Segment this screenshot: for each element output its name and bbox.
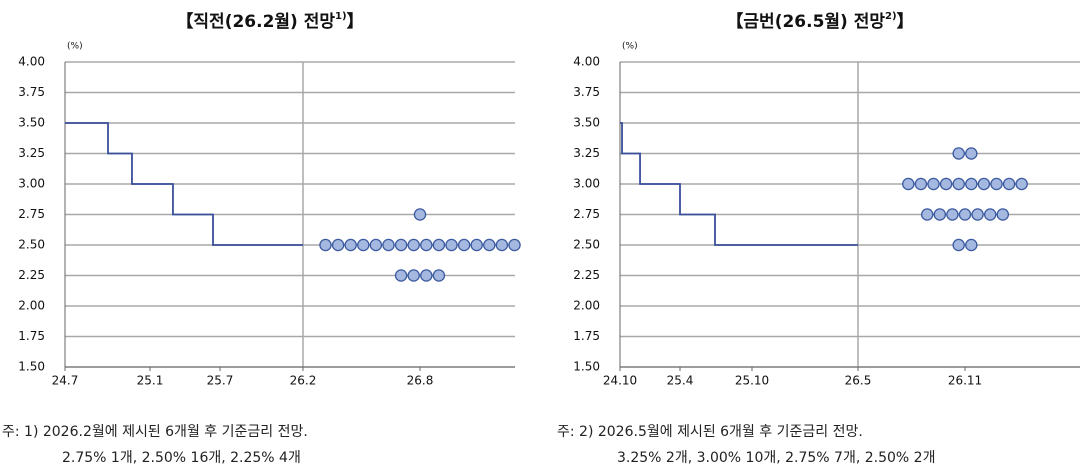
x-tick-label: 26.5 [845, 374, 872, 388]
dot [971, 208, 984, 221]
dot [369, 238, 383, 252]
y-tick-label: 2.00 [573, 299, 600, 313]
dot [946, 208, 959, 221]
dot [407, 269, 420, 282]
y-tick-label: 3.50 [573, 116, 600, 130]
dot [508, 238, 521, 252]
dot [952, 147, 965, 160]
dot [394, 269, 408, 282]
y-unit: (%) [67, 42, 83, 52]
dot [933, 208, 947, 221]
title-part: 】 [897, 11, 914, 32]
x-tick-label: 25.4 [667, 374, 694, 388]
title-part: 【직전(26.2월) 전망 [176, 11, 335, 32]
dot [357, 238, 370, 252]
title-superscript: 2) [885, 11, 897, 22]
dot [914, 177, 928, 191]
dot [382, 238, 395, 252]
dot [483, 238, 496, 252]
y-tick-label: 2.00 [18, 299, 45, 313]
dot [457, 238, 471, 252]
y-tick-label: 1.50 [18, 360, 45, 374]
policy-rate-line [620, 122, 858, 246]
x-tick-label: 25.1 [137, 374, 164, 388]
dot [1002, 177, 1016, 191]
x-tick-label: 26.11 [948, 374, 982, 388]
footnote: 3.25% 2개, 3.00% 10개, 2.75% 7개, 2.50% 2개 [617, 450, 935, 466]
x-tick-label: 24.10 [603, 374, 637, 388]
dot [495, 238, 509, 252]
dot [470, 238, 483, 252]
y-tick-label: 2.25 [573, 268, 600, 282]
chart-title: 【금번(26.5월) 전망2)】 [726, 11, 913, 32]
y-tick-label: 3.50 [18, 116, 45, 130]
x-tick-label: 26.8 [407, 374, 434, 388]
y-tick-label: 1.75 [573, 329, 600, 343]
dot [432, 269, 446, 282]
dot [977, 177, 991, 191]
dot [939, 177, 953, 191]
title-part: 【금번(26.5월) 전망 [726, 11, 885, 32]
chart-title: 【직전(26.2월) 전망1)】 [176, 11, 363, 32]
footnote: 주: 2) 2026.5월에 제시된 6개월 후 기준금리 전망. [557, 424, 863, 440]
dot [952, 238, 965, 252]
y-tick-label: 3.00 [573, 177, 600, 191]
dot [394, 238, 408, 252]
y-tick-label: 1.50 [573, 360, 600, 374]
dot [420, 269, 433, 282]
x-tick-label: 24.7 [52, 374, 79, 388]
dot [902, 177, 915, 191]
dot [331, 238, 345, 252]
dot [996, 208, 1010, 221]
dot [927, 177, 940, 191]
dot [420, 238, 433, 252]
y-tick-label: 4.00 [573, 55, 600, 69]
dot [965, 147, 978, 160]
dot [990, 177, 1003, 191]
dot [445, 238, 458, 252]
policy-rate-line [65, 122, 303, 246]
dot [952, 177, 965, 191]
dot [407, 238, 420, 252]
y-tick-label: 2.25 [18, 268, 45, 282]
y-tick-label: 4.00 [18, 55, 45, 69]
dot [1015, 177, 1028, 191]
y-tick-label: 2.75 [18, 207, 45, 221]
dot [965, 238, 978, 252]
title-part: 】 [347, 11, 364, 32]
title-superscript: 1) [335, 11, 347, 22]
y-tick-label: 3.25 [573, 146, 600, 160]
y-tick-label: 3.25 [18, 146, 45, 160]
y-tick-label: 2.50 [18, 238, 45, 252]
dot [344, 238, 357, 252]
y-tick-label: 3.00 [18, 177, 45, 191]
dot [432, 238, 446, 252]
dot [920, 208, 934, 221]
x-tick-label: 25.7 [207, 374, 234, 388]
dot [413, 208, 427, 221]
y-tick-label: 3.75 [573, 85, 600, 99]
dot [983, 208, 997, 221]
dot [965, 177, 978, 191]
footnote: 2.75% 1개, 2.50% 16개, 2.25% 4개 [62, 450, 301, 466]
y-unit: (%) [622, 42, 638, 52]
x-tick-label: 26.2 [290, 374, 317, 388]
y-tick-label: 3.75 [18, 85, 45, 99]
dot [958, 208, 972, 221]
y-tick-label: 2.75 [573, 207, 600, 221]
footnote: 주: 1) 2026.2월에 제시된 6개월 후 기준금리 전망. [2, 424, 308, 440]
y-tick-label: 2.50 [573, 238, 600, 252]
x-tick-label: 25.10 [735, 374, 769, 388]
y-tick-label: 1.75 [18, 329, 45, 343]
dot [319, 238, 332, 252]
